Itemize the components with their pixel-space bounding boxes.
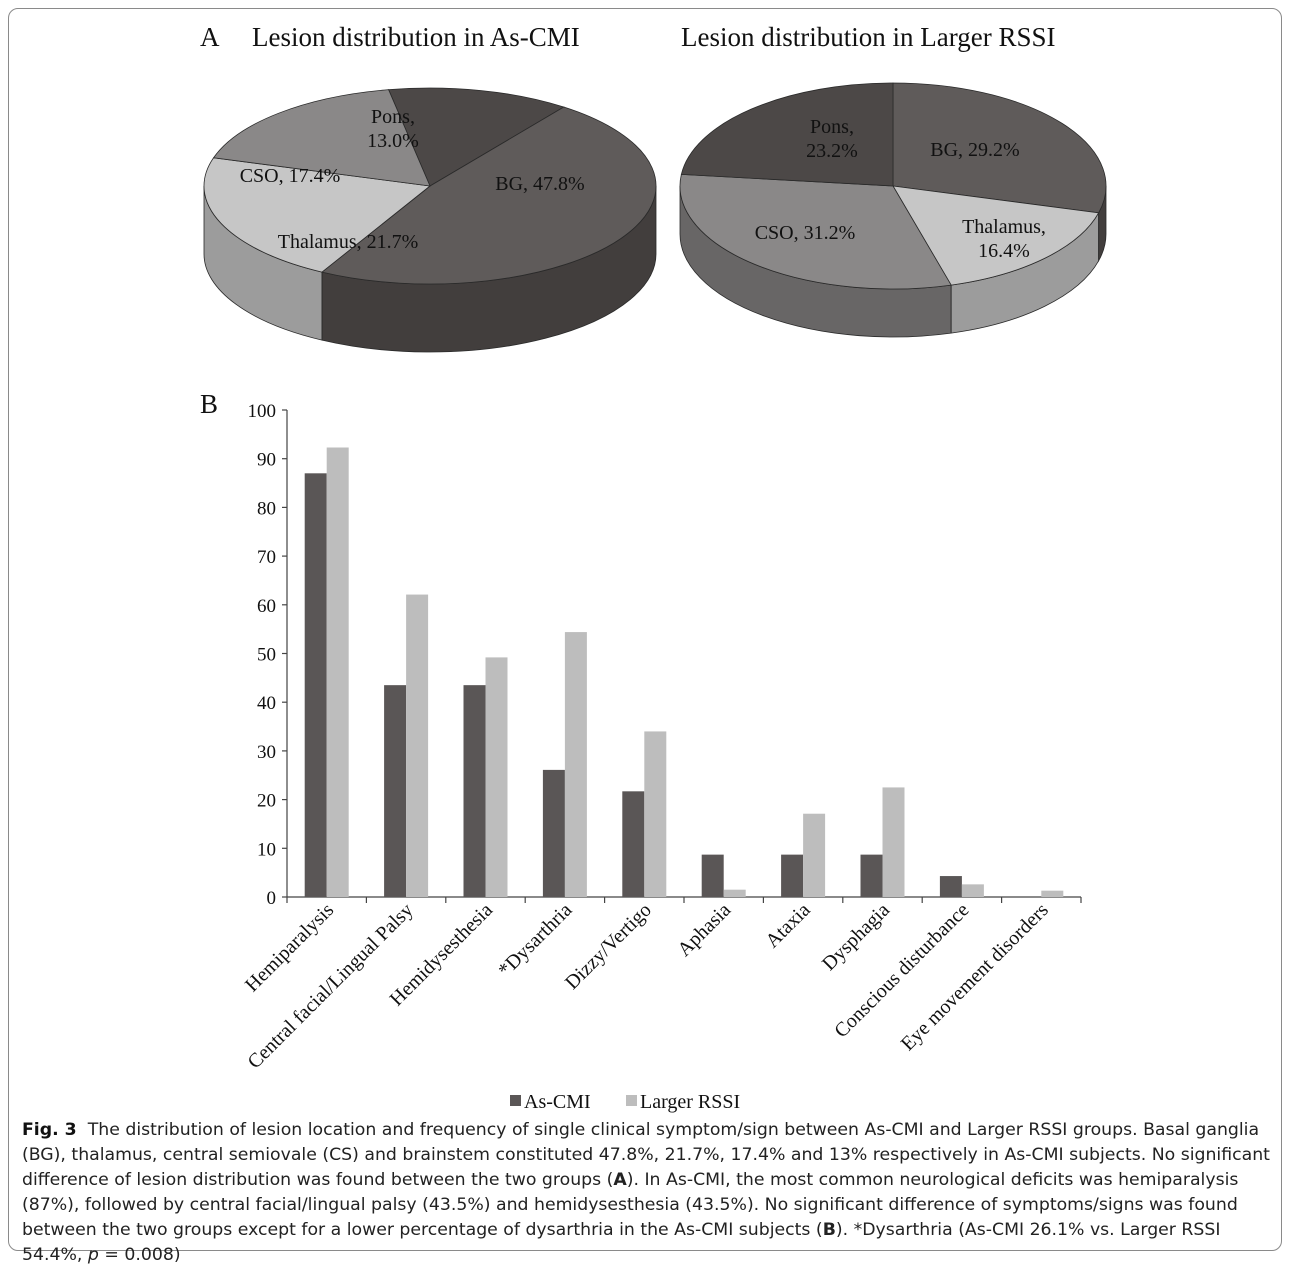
bar-as-cmi-central-facial-lingual-palsy (384, 685, 407, 897)
pie2-label-line: BG, 29.2% (930, 139, 1019, 161)
bar-as-cmi-aphasia (701, 854, 724, 897)
y-tick-label: 60 (257, 596, 276, 617)
bar-chart-bars (304, 447, 1064, 897)
bar-larger-rssi-dysarthria (564, 632, 587, 897)
pie2-slice-thalamus (892, 185, 1100, 286)
pie1-label-line: 13.0% (367, 130, 419, 152)
panel-b: B 0 10 20 30 40 50 60 70 80 90 100 HemiparalysisCe… (200, 389, 1082, 1113)
bar-as-cmi-dysphagia (860, 854, 883, 897)
pie1-label-pons: Pons, 13.0% (367, 106, 419, 152)
y-tick-label: 100 (248, 401, 277, 422)
caption-ref-b: B (822, 1220, 836, 1240)
bar-larger-rssi-hemidysesthesia (485, 657, 508, 897)
pie2-slice-pons (680, 82, 894, 187)
x-category-label: *Dysarthria (494, 899, 576, 981)
pie2-label-line: Thalamus, (962, 216, 1046, 238)
pie-chart-larger-rssi: BG, 29.2% Thalamus, 16.4% CSO, 31.2% Pons, 23… (679, 82, 1107, 338)
x-category-label: Eye movement disorders (897, 899, 1053, 1055)
x-category-label: Dysphagia (818, 899, 894, 975)
bar-larger-rssi-aphasia (723, 889, 746, 897)
legend-label-larger-rssi: Larger RSSI (640, 1091, 740, 1113)
pie1-label-line: BG, 47.8% (495, 173, 584, 195)
bar-larger-rssi-dysphagia (882, 787, 905, 897)
caption-text-1: The distribution of lesion location and … (22, 1120, 1270, 1190)
bar-as-cmi-hemidysesthesia (463, 685, 486, 897)
x-category-label: Conscious disturbance (830, 899, 973, 1042)
legend-swatch-as-cmi (510, 1095, 521, 1106)
bar-as-cmi-dysarthria (542, 769, 565, 897)
x-category-label: Aphasia (673, 899, 735, 961)
legend-label-as-cmi: As-CMI (524, 1091, 591, 1113)
bar-as-cmi-dizzy-vertigo (622, 791, 645, 897)
panel-a: A Lesion distribution in As-CMI Lesion d… (200, 22, 1107, 353)
bar-as-cmi-hemiparalysis (304, 473, 327, 897)
y-tick-label: 70 (257, 547, 276, 568)
pie2-label-thalamus: Thalamus, 16.4% (962, 216, 1046, 262)
pie2-label-line: CSO, 31.2% (755, 222, 856, 244)
y-tick-label: 90 (257, 450, 276, 471)
pie1-label-thalamus: Thalamus, 21.7% (278, 231, 419, 253)
y-tick-label: 20 (257, 791, 276, 812)
bar-larger-rssi-dizzy-vertigo (644, 731, 667, 897)
y-tick-label: 40 (257, 693, 276, 714)
pie-chart-as-cmi: Pons, 13.0% BG, 47.8% Thalamus, 21.7% CSO, 1… (203, 87, 657, 353)
caption-label: Fig. 3 (22, 1120, 77, 1140)
pie1-slice-thalamus (203, 157, 431, 273)
pie1-label-line: Pons, (371, 106, 415, 128)
pie2-label-line: Pons, (810, 116, 854, 138)
bar-larger-rssi-conscious-disturbance (961, 884, 984, 897)
pie1-slice-pons (388, 87, 565, 187)
y-tick-label: 0 (267, 888, 277, 909)
pie2-label-pons: Pons, 23.2% (806, 116, 858, 162)
pie1-title: Lesion distribution in As-CMI (252, 22, 580, 52)
pie1-slice-cso (212, 89, 431, 187)
panel-a-letter: A (200, 22, 220, 52)
y-tick-label: 50 (257, 645, 276, 666)
figure-caption: Fig. 3 The distribution of lesion locati… (22, 1118, 1272, 1268)
bar-larger-rssi-eye-movement-disorders (1041, 890, 1064, 897)
x-category-label: Dizzy/Vertigo (561, 899, 656, 994)
y-tick-label: 80 (257, 498, 276, 519)
pie1-label-line: CSO, 17.4% (240, 165, 341, 187)
caption-text-2: ). In As-CMI, the most common neurologic… (22, 1170, 1239, 1240)
pie1-label-bg: BG, 47.8% (495, 173, 584, 195)
pie2-label-cso: CSO, 31.2% (755, 222, 856, 244)
bar-as-cmi-ataxia (781, 854, 804, 897)
pie1-label-line: Thalamus, 21.7% (278, 231, 419, 253)
pie2-label-line: 23.2% (806, 140, 858, 162)
bar-larger-rssi-hemiparalysis (326, 447, 349, 897)
pie2-title: Lesion distribution in Larger RSSI (681, 22, 1055, 52)
y-tick-label: 30 (257, 742, 276, 763)
pie2-slice-bg (892, 82, 1107, 214)
x-category-label: Ataxia (761, 899, 814, 952)
pie2-label-line: 16.4% (978, 240, 1030, 262)
pie1-label-cso: CSO, 17.4% (240, 165, 341, 187)
caption-p-variable: p (87, 1245, 99, 1265)
y-tick-label: 10 (257, 839, 276, 860)
pie2-slice-cso (679, 173, 952, 290)
caption-text-4: = 0.008) (98, 1245, 181, 1265)
bar-larger-rssi-ataxia (803, 813, 826, 897)
legend-swatch-larger-rssi (626, 1095, 637, 1106)
figure-graphic: A Lesion distribution in As-CMI Lesion d… (200, 22, 1107, 1113)
panel-b-letter: B (200, 389, 218, 419)
pie1-slice-bg (321, 106, 657, 285)
bar-chart-legend: As-CMI Larger RSSI (510, 1091, 740, 1113)
caption-ref-a: A (613, 1170, 627, 1190)
pie2-label-bg: BG, 29.2% (930, 139, 1019, 161)
x-category-label: Central facial/Lingual Palsy (243, 899, 417, 1073)
bar-as-cmi-conscious-disturbance (939, 876, 962, 897)
bar-larger-rssi-central-facial-lingual-palsy (406, 594, 429, 897)
